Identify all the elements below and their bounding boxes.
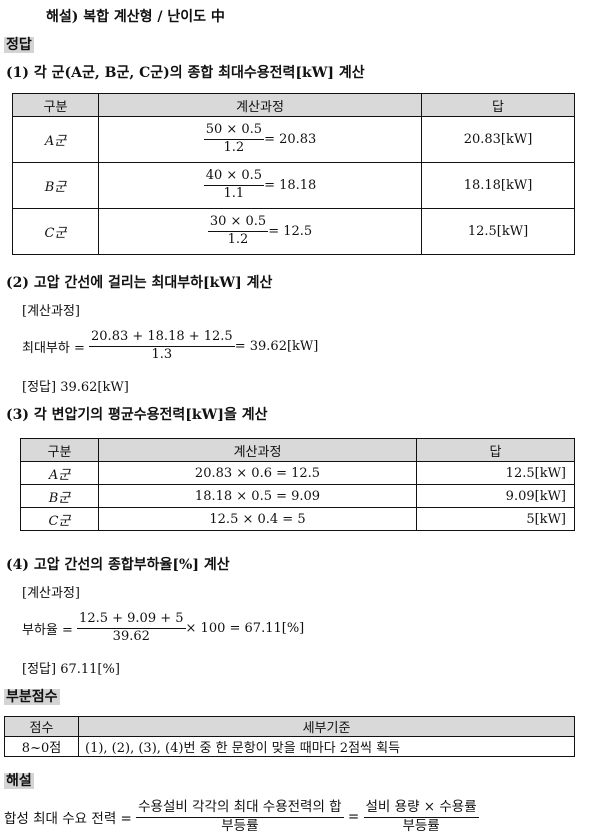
explanation-equation: 합성 최대 수요 전력 = 수용설비 각각의 최대 수용전력의 합 부등률 = …	[4, 799, 479, 834]
explanation-lhs: 합성 최대 수요 전력 =	[4, 811, 132, 828]
table-row: A군 50 × 0.5 1.2 = 20.83 20.83[kW]	[12, 116, 575, 163]
q4-equation: 부하율 = 12.5 + 9.09 + 5 39.62 × 100 = 67.1…	[22, 611, 305, 645]
fraction: 50 × 0.5 1.2	[203, 122, 265, 156]
fraction-numerator: 수용설비 각각의 최대 수용전력의 합	[136, 799, 344, 818]
q3-table-header: 구분 계산과정 답	[20, 438, 575, 462]
q2-calc-label: [계산과정]	[22, 304, 80, 319]
q1-table: 구분 계산과정 답 A군 50 × 0.5 1.2 = 20.83 20.83[…	[12, 93, 575, 255]
q3-row-group: A군	[20, 461, 99, 485]
q4-result: × 100 = 67.11[%]	[185, 620, 305, 636]
q1-row-group: A군	[12, 116, 99, 163]
q4-calc-label: [계산과정]	[22, 586, 80, 601]
q1-row-calc: 50 × 0.5 1.2 = 20.83	[98, 116, 422, 163]
fraction-numerator: 50 × 0.5	[203, 122, 265, 140]
fraction-numerator: 20.83 + 18.18 + 12.5	[89, 329, 235, 347]
q1-row-group: B군	[12, 162, 99, 209]
partial-col-score: 점수	[4, 716, 79, 737]
fraction-denominator: 1.2	[227, 232, 249, 247]
answer-heading: 정답	[4, 34, 34, 54]
fraction-denominator: 부등률	[402, 817, 440, 834]
q1-col-group: 구분	[12, 93, 99, 117]
q1-col-answer: 답	[421, 93, 575, 117]
q3-row-calc: 18.18 × 0.5 = 9.09	[98, 484, 417, 508]
q1-col-calc: 계산과정	[98, 93, 422, 117]
q1-row-calc: 40 × 0.5 1.1 = 18.18	[98, 162, 422, 209]
q3-col-calc: 계산과정	[98, 438, 417, 462]
explanation-heading: 해설	[4, 770, 34, 790]
table-row: B군 18.18 × 0.5 = 9.09 9.09[kW]	[20, 484, 575, 508]
explanation-heading-text: 해설	[4, 773, 34, 789]
q3-row-calc: 20.83 × 0.6 = 12.5	[98, 461, 417, 485]
q2-lhs: 최대부하 =	[22, 340, 85, 356]
fraction-numerator: 설비 용량 × 수용률	[363, 799, 479, 818]
partial-col-criteria: 세부기준	[78, 716, 575, 737]
fraction: 20.83 + 18.18 + 12.5 1.3	[89, 329, 235, 363]
q3-col-answer: 답	[416, 438, 575, 462]
answer-heading-text: 정답	[4, 37, 34, 53]
q2-equation: 최대부하 = 20.83 + 18.18 + 12.5 1.3 = 39.62[…	[22, 329, 319, 363]
q3-row-calc: 12.5 × 0.4 = 5	[98, 507, 417, 531]
q3-row-group: C군	[20, 507, 99, 531]
partial-score: 8~0점	[4, 736, 79, 757]
equals-sign: =	[347, 809, 360, 826]
q1-title: (1) 각 군(A군, B군, C군)의 종합 최대수용전력[kW] 계산	[6, 65, 365, 81]
table-row: 8~0점 (1), (2), (3), (4)번 중 한 문항이 맞을 때마다 …	[4, 736, 575, 757]
q2-result: = 39.62[kW]	[234, 338, 319, 354]
q3-table: 구분 계산과정 답 A군 20.83 × 0.6 = 12.5 12.5[kW]…	[20, 438, 575, 531]
fraction-numerator: 30 × 0.5	[207, 214, 269, 232]
partial-table: 점수 세부기준 8~0점 (1), (2), (3), (4)번 중 한 문항이…	[4, 716, 575, 757]
fraction-denominator: 1.2	[223, 140, 245, 155]
page-header: 해설) 복합 계산형 / 난이도 中	[46, 9, 225, 25]
fraction-denominator: 1.1	[223, 186, 245, 201]
table-row: C군 12.5 × 0.4 = 5 5[kW]	[20, 507, 575, 531]
partial-table-header: 점수 세부기준	[4, 716, 575, 737]
q2-answer: [정답] 39.62[kW]	[22, 380, 129, 395]
q1-row-answer: 18.18[kW]	[421, 162, 575, 209]
partial-heading: 부분점수	[4, 686, 60, 706]
q1-row-calc: 30 × 0.5 1.2 = 12.5	[98, 208, 422, 255]
partial-criteria: (1), (2), (3), (4)번 중 한 문항이 맞을 때마다 2점씩 획…	[78, 736, 575, 757]
fraction-numerator: 12.5 + 9.09 + 5	[77, 611, 186, 629]
fraction-result: = 18.18	[264, 178, 317, 193]
q3-row-answer: 9.09[kW]	[416, 484, 575, 508]
table-row: C군 30 × 0.5 1.2 = 12.5 12.5[kW]	[12, 208, 575, 255]
q1-row-answer: 20.83[kW]	[421, 116, 575, 163]
fraction: 30 × 0.5 1.2	[207, 214, 269, 248]
q1-table-header: 구분 계산과정 답	[12, 93, 575, 117]
fraction-result: = 20.83	[264, 132, 317, 147]
q3-row-group: B군	[20, 484, 99, 508]
fraction-result: = 12.5	[268, 224, 313, 239]
fraction: 40 × 0.5 1.1	[203, 168, 265, 202]
table-row: A군 20.83 × 0.6 = 12.5 12.5[kW]	[20, 461, 575, 485]
q4-title: (4) 고압 간선의 종합부하율[%] 계산	[6, 557, 230, 573]
fraction: 12.5 + 9.09 + 5 39.62	[77, 611, 186, 645]
fraction: 설비 용량 × 수용률 부등률	[363, 799, 479, 834]
q4-lhs: 부하율 =	[22, 622, 73, 638]
fraction-denominator: 부등률	[221, 817, 259, 834]
q4-answer: [정답] 67.11[%]	[22, 662, 120, 677]
fraction: 수용설비 각각의 최대 수용전력의 합 부등률	[136, 799, 344, 834]
fraction-denominator: 1.3	[151, 346, 173, 362]
fraction-denominator: 39.62	[112, 628, 150, 644]
q3-row-answer: 5[kW]	[416, 507, 575, 531]
q3-title: (3) 각 변압기의 평균수용전력[kW]을 계산	[6, 407, 268, 423]
q3-col-group: 구분	[20, 438, 99, 462]
fraction-numerator: 40 × 0.5	[203, 168, 265, 186]
q1-row-group: C군	[12, 208, 99, 255]
q2-title: (2) 고압 간선에 걸리는 최대부하[kW] 계산	[6, 275, 273, 291]
table-row: B군 40 × 0.5 1.1 = 18.18 18.18[kW]	[12, 162, 575, 209]
q1-row-answer: 12.5[kW]	[421, 208, 575, 255]
q3-row-answer: 12.5[kW]	[416, 461, 575, 485]
partial-heading-text: 부분점수	[4, 689, 60, 705]
